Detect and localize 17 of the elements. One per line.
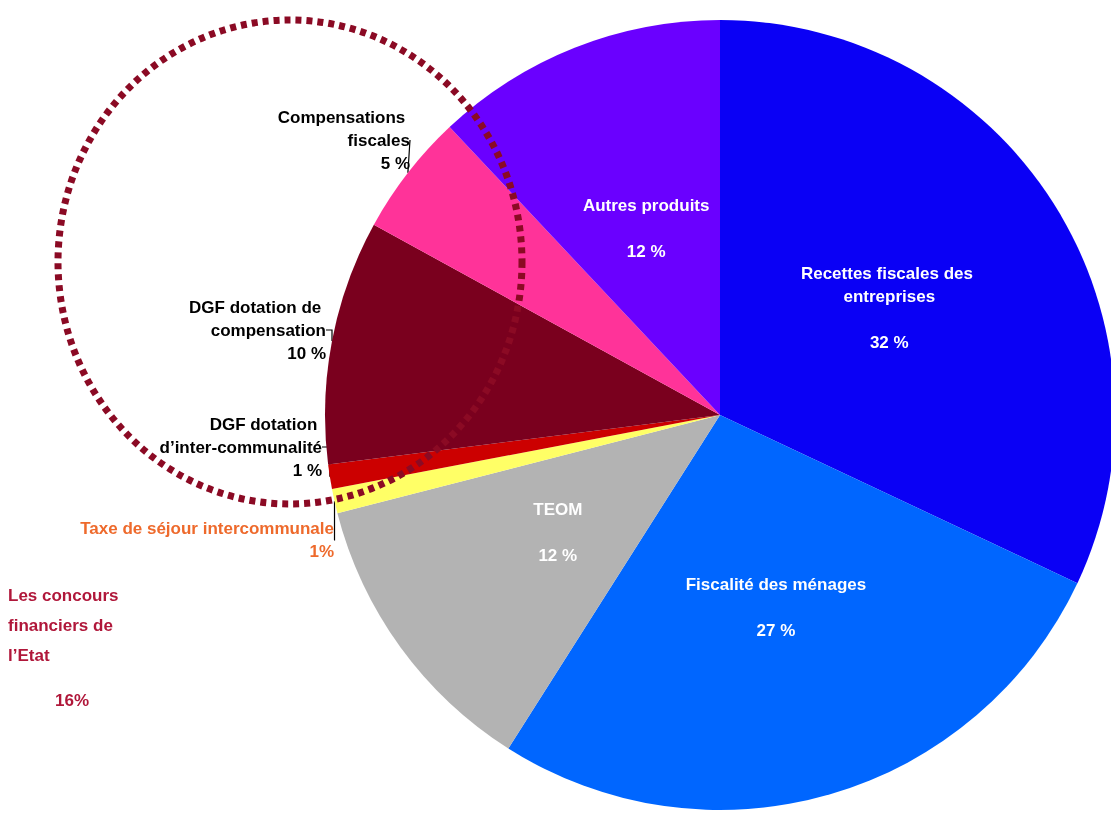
data-label: 32 % xyxy=(869,332,909,352)
slice-label: DGF dotation de compensation xyxy=(189,297,326,340)
data-label: 12 % xyxy=(626,242,666,262)
data-label: 12 % xyxy=(538,546,578,566)
slice-label: Taxe de séjour intercommunale xyxy=(80,519,334,538)
data-label: 1% xyxy=(309,542,334,561)
text: 16% xyxy=(55,691,90,710)
slice-label: DGF dotation d’inter-communalité xyxy=(159,414,322,457)
slice-label: Autres produits xyxy=(582,196,710,216)
slice-label: Compensations fiscales xyxy=(277,107,410,150)
slice-label: TEOM xyxy=(533,500,583,520)
text: Les concours financiers de l’Etat xyxy=(8,585,124,665)
slice-label: Recettes fiscales des entreprises xyxy=(800,263,978,306)
data-label: 27 % xyxy=(756,621,796,641)
data-label: 10 % xyxy=(287,343,326,363)
slice-label: Fiscalité des ménages xyxy=(685,575,867,595)
data-label: 1 % xyxy=(292,460,322,480)
